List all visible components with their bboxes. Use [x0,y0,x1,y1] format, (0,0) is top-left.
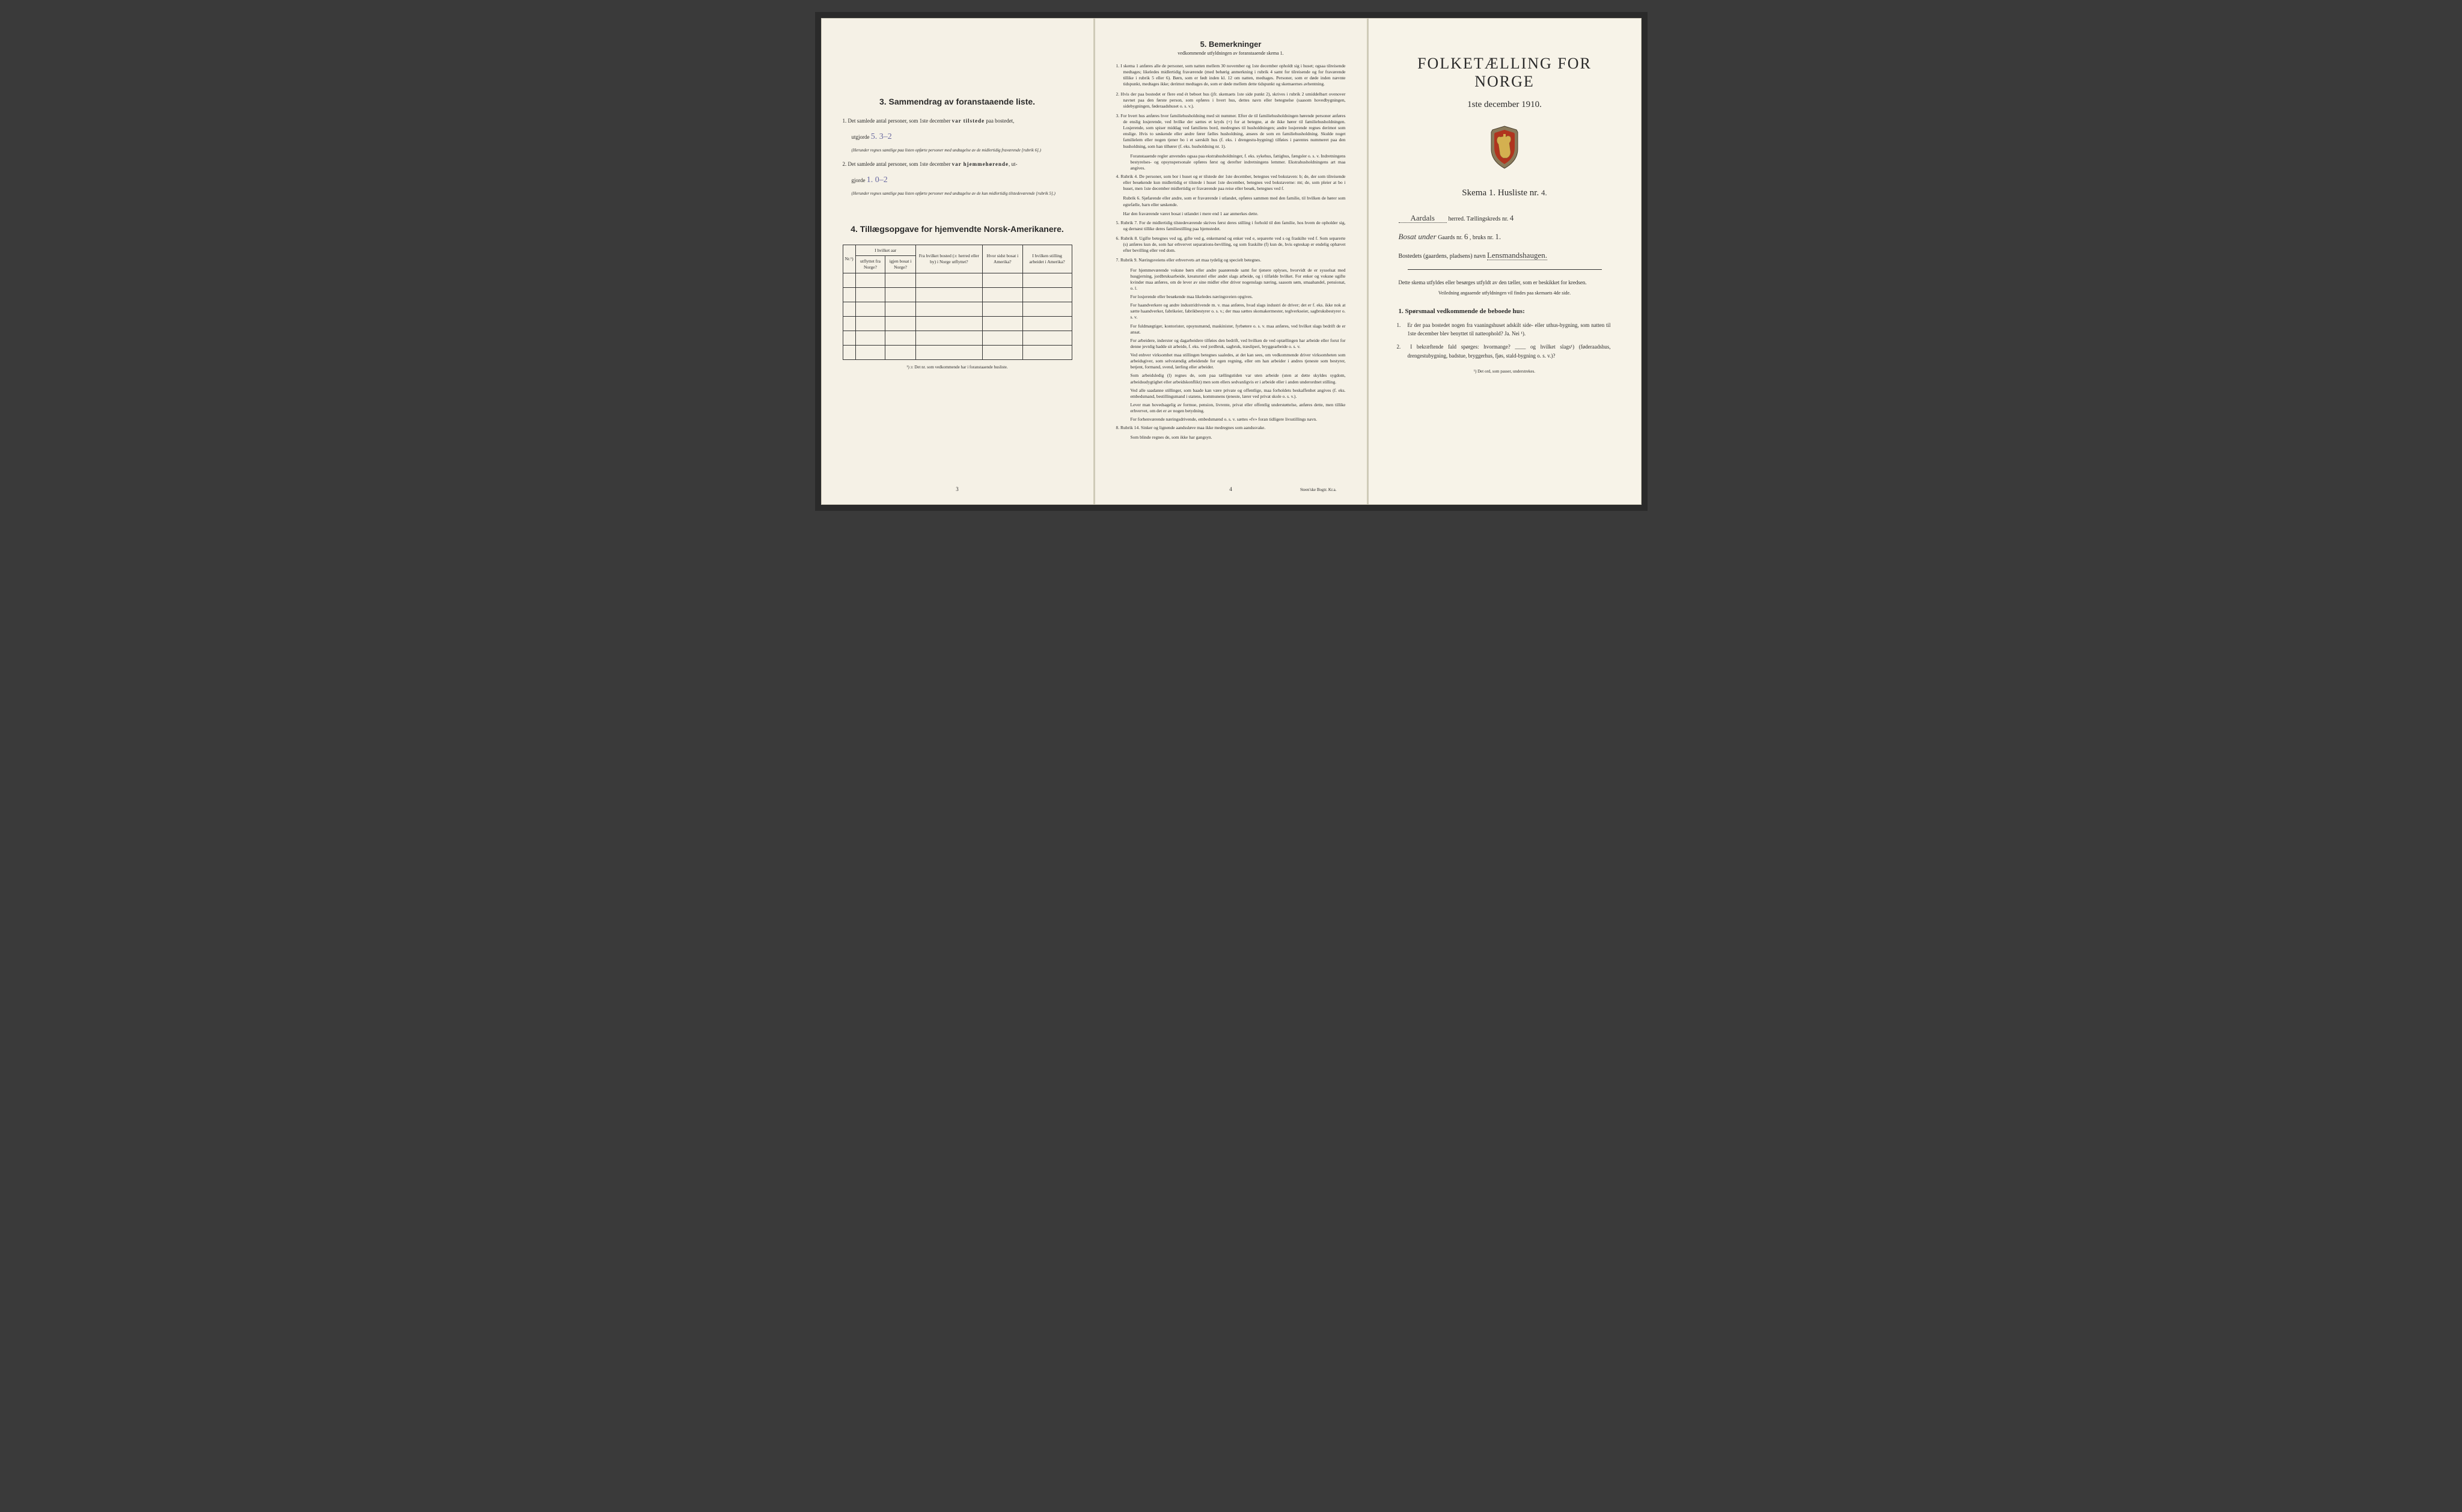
remark-2: 2. Hvis der paa bostedet er flere end ét… [1116,91,1346,109]
question-heading: 1. Spørsmaal vedkommende de beboede hus: [1399,308,1620,315]
remark-7g: Ved enhver virksomhet maa stillingen bet… [1116,352,1346,370]
subtitle: 1ste december 1910. [1390,100,1620,110]
text-bold: var tilstede [952,118,985,124]
section-5-heading: 5. Bemerkninger [1116,40,1346,49]
bosted-hw: Lensmandshaugen. [1487,251,1547,260]
main-title: FOLKETÆLLING FOR NORGE [1390,55,1620,91]
text: 1. Det samlede antal personer, som 1ste … [843,118,952,124]
remark-8b: Som blinde regnes de, som ikke har gangs… [1116,434,1346,440]
instruction-text: Dette skema utfyldes eller besørges utfy… [1399,279,1611,287]
table-header-stilling: I hvilken stilling arbeidet i Amerika? [1022,245,1072,273]
table-header-utflyttet: utflyttet fra Norge? [855,256,885,273]
table-header-nr: Nr.¹) [843,245,855,273]
skema-line: Skema 1. Husliste nr. 4. [1390,188,1620,198]
text: , ut- [1009,161,1018,167]
remark-7d: For haandverkere og andre industridriven… [1116,302,1346,320]
q1-num: 1. [1397,321,1406,329]
remark-7j: Lever man hovedsagelig av formue, pensio… [1116,402,1346,414]
remark-7h: Som arbeidsledig (l) regnes de, som paa … [1116,373,1346,385]
gaards-line: Bosat under Gaards nr. 6 , bruks nr. 1. [1390,232,1620,242]
section-4-heading: 4. Tillægsopgave for hjemvendte Norsk-Am… [843,224,1072,234]
bosted-label: Bostedets (gaardens, pladsens) navn [1399,253,1487,260]
divider [1408,269,1602,270]
section-4-table: Nr.¹) I hvilket aar Fra hvilket bosted (… [843,245,1072,360]
section-5-subheading: vedkommende utfyldningen av foranstaaend… [1116,50,1346,56]
section-3-item-1-note: (Herunder regnes samtlige paa listen opf… [843,148,1072,154]
remark-3: 3. For hvert hus anføres hver familiehus… [1116,113,1346,150]
remark-1: 1. I skema 1 anføres alle de personer, s… [1116,63,1346,88]
text: gjorde [852,177,867,183]
page-number-left: 3 [822,486,1093,492]
section-3-item-1: 1. Det samlede antal personer, som 1ste … [843,117,1072,126]
gaards-prefix-hw: Bosat under [1399,232,1437,241]
remark-3b: Foranstaaende regler anvendes ogsaa paa … [1116,153,1346,171]
bruks-label: , bruks nr. [1470,234,1495,241]
page-right: FOLKETÆLLING FOR NORGE 1ste december 191… [1368,18,1642,505]
remark-7i: Ved alle saadanne stillinger, som baade … [1116,388,1346,400]
table-row [843,287,1072,302]
bosted-line: Bostedets (gaardens, pladsens) navn Lens… [1390,251,1620,260]
remark-7: 7. Rubrik 9. Næringsveiens eller erhverv… [1116,257,1346,263]
remark-4b: Rubrik 6. Sjøfarende eller andre, som er… [1116,195,1346,207]
section-3-item-2: 2. Det samlede antal personer, som 1ste … [843,160,1072,169]
table-row [843,331,1072,345]
coat-of-arms-icon [1390,125,1620,173]
section-3-heading: 3. Sammendrag av foranstaaende liste. [843,97,1072,106]
text-bold: var hjemmehørende [952,161,1009,167]
q2-text: I bekræftende fald spørges: hvormange? _… [1408,344,1611,358]
section-3-item-2-note: (Herunder regnes samtlige paa listen opf… [843,191,1072,197]
handwritten-value-1: 5. 3–2 [871,130,892,143]
table-row [843,273,1072,287]
section-4-footnote: ¹) ɔ: Det nr. som vedkommende har i fora… [843,365,1072,370]
text: utgjorde [852,134,871,140]
document-container: 3. Sammendrag av foranstaaende liste. 1.… [815,12,1648,511]
herred-line: Aardals herred. Tællingskreds nr. 4 [1390,213,1620,223]
section-3-item-1-line2: utgjorde 5. 3–2 [843,130,1072,143]
skema-label: Skema 1. Husliste nr. [1462,188,1539,198]
gaards-label: Gaards nr. [1438,234,1464,241]
q1-text: Er der paa bostedet nogen fra vaaningshu… [1407,322,1610,337]
remark-7k: For forhenværende næringsdrivende, embed… [1116,416,1346,422]
handwritten-value-2: 1. 0–2 [867,174,888,186]
kreds-hw: 4 [1510,213,1514,222]
gaards-hw: 6 [1464,232,1468,241]
herred-label: herred. Tællingskreds nr. [1448,216,1508,222]
table-row [843,345,1072,359]
remark-7b: For hjemmeværende voksne børn eller andr… [1116,267,1346,292]
remark-4: 4. Rubrik 4. De personer, som bor i huse… [1116,174,1346,192]
instruction-sub: Veiledning angaaende utfyldningen vil fi… [1390,290,1620,296]
section-3-item-2-line2: gjorde 1. 0–2 [843,174,1072,186]
table-header-aar: I hvilket aar [855,245,915,256]
question-1: 1. Er der paa bostedet nogen fra vaaning… [1408,321,1620,338]
remark-4c: Har den fraværende været bosat i utlande… [1116,211,1346,217]
printer-mark: Steen'ske Bogtr. Kr.a. [1300,487,1337,492]
remark-7f: For arbeidere, inderster og dagarbeidere… [1116,338,1346,350]
question-2: 2. I bekræftende fald spørges: hvormange… [1408,343,1620,360]
herred-hw: Aardals [1399,213,1447,223]
bruks-hw: 1. [1495,232,1501,241]
table-header-bosted: Fra hvilket bosted (ɔ: herred eller by) … [915,245,982,273]
remark-7c: For losjerende eller besøkende maa likel… [1116,294,1346,300]
table-header-amerika: Hvor sidst bosat i Amerika? [982,245,1022,273]
page-left: 3. Sammendrag av foranstaaende liste. 1.… [821,18,1095,505]
table-row [843,316,1072,331]
remark-8: 8. Rubrik 14. Sinker og lignende aandssl… [1116,425,1346,431]
text: paa bostedet, [985,118,1014,124]
q2-num: 2. [1397,343,1406,351]
page-center: 5. Bemerkninger vedkommende utfyldningen… [1095,18,1368,505]
skema-number-hw: 4. [1541,188,1547,197]
right-footnote: ¹) Det ord, som passer, understrekes. [1390,369,1620,374]
remark-6: 6. Rubrik 8. Ugifte betegnes ved ug, gif… [1116,236,1346,254]
remark-7e: For fuldmægtiger, kontorister, opsynsmæn… [1116,323,1346,335]
table-row [843,302,1072,316]
table-header-bosat: igjen bosat i Norge? [885,256,915,273]
text: 2. Det samlede antal personer, som 1ste … [843,161,952,167]
remark-5: 5. Rubrik 7. For de midlertidig tilstede… [1116,220,1346,232]
